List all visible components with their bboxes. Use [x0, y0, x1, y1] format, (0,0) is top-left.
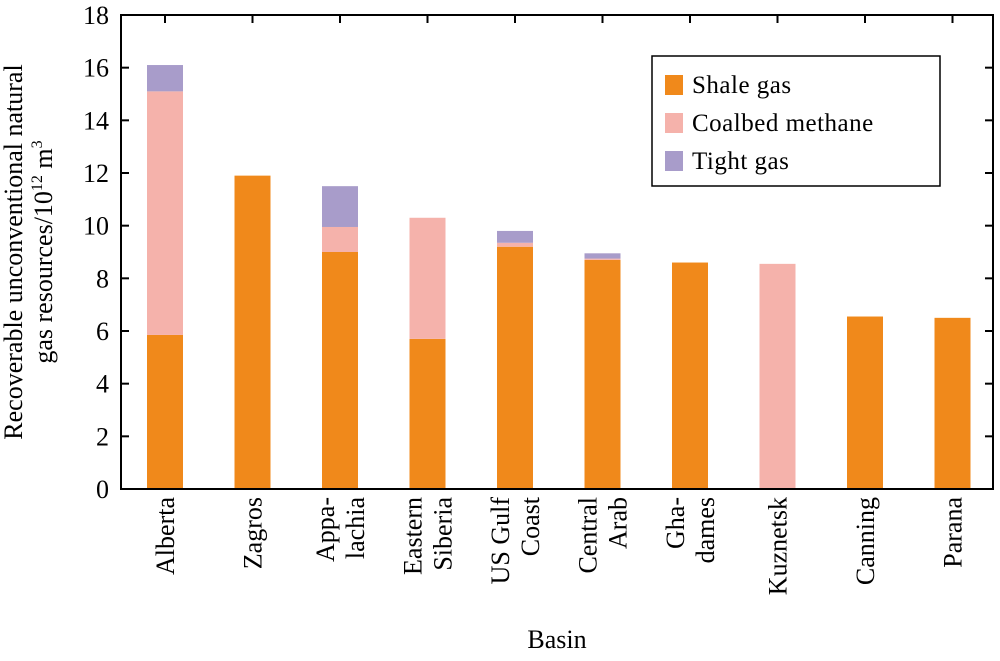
bar-alberta-shale-gas [147, 334, 183, 489]
y-axis-title-unit-exponent: 3 [29, 140, 46, 148]
legend-swatch-tight-gas [665, 151, 683, 171]
legend-label-tight-gas: Tight gas [692, 148, 789, 175]
x-category-label-central-arab-line1: Central [574, 497, 603, 574]
x-category-label-central-arab-line2: Arab [604, 497, 633, 549]
bar-us-gulf-coast-tight-gas [497, 230, 533, 243]
x-category-label-eastern-siberia-line2: Siberia [429, 497, 458, 571]
legend-label-coalbed-methane: Coalbed methane [692, 110, 874, 137]
x-category-label-us-gulf-coast-line1: US Gulf [486, 497, 515, 585]
y-axis-title-line2: gas resources/1012 m3 [29, 140, 58, 363]
x-category-label-appa-lachia-line2: lachia [341, 497, 370, 560]
y-axis-title-line1: Recoverable unconventional natural [0, 64, 28, 439]
bar-zagros-shale-gas [234, 175, 271, 489]
y-tick-label: 10 [83, 212, 109, 241]
bar-canning-shale-gas [847, 316, 883, 489]
bar-eastern-siberia-shale-gas [409, 338, 446, 489]
y-tick-label: 18 [83, 1, 109, 30]
y-tick-label: 6 [96, 317, 109, 346]
plot-frame [120, 14, 994, 490]
axes-layer [120, 14, 994, 490]
x-category-label-zagros-line1: Zagros [239, 497, 268, 569]
bar-kuznetsk-coalbed-methane [759, 263, 796, 489]
bar-central-arab-coalbed-methane [584, 258, 621, 260]
x-axis-category-labels: Alberta Zagros Appa-lachia Eastern Siberia US… [151, 15, 968, 595]
bar-us-gulf-coast-coalbed-methane [497, 242, 533, 247]
y-axis-title-prefix: gas resources/10 [29, 191, 58, 364]
y-tick-label: 0 [96, 475, 109, 504]
bar-appa-lachia-coalbed-methane [322, 226, 358, 252]
x-category-label-parana-line1: Parana [939, 497, 968, 568]
y-tick-label: 4 [96, 370, 109, 399]
legend: Shale gas Coalbed methane Tight gas [651, 55, 941, 187]
y-tick-label: 2 [96, 422, 109, 451]
y-axis-ticks: 0 2 4 6 8 10 12 14 16 18 [83, 1, 993, 504]
bar-central-arab-tight-gas [584, 253, 621, 259]
legend-swatch-coalbed-methane [665, 113, 683, 133]
x-category-label-appa-lachia-line1: Appa- [311, 497, 340, 562]
x-category-label-alberta-line1: Alberta [151, 497, 180, 575]
x-axis-title: Basin [527, 625, 586, 654]
x-category-label-kuznetsk-line1: Kuznetsk [764, 497, 793, 595]
bar-eastern-siberia-coalbed-methane [409, 217, 446, 339]
legend-label-shale-gas: Shale gas [692, 72, 792, 99]
y-tick-label: 8 [96, 264, 109, 293]
x-category-label-gha-dames-line1: Gha- [661, 497, 690, 549]
y-axis-title-unit: m [29, 148, 58, 175]
bar-central-arab-shale-gas [584, 259, 621, 489]
legend-swatch-shale-gas [665, 75, 683, 95]
bar-us-gulf-coast-shale-gas [497, 246, 533, 489]
y-tick-label: 12 [83, 159, 109, 188]
legend-box [651, 55, 941, 187]
x-category-label-gha-dames-line2: dames [691, 497, 720, 563]
x-category-label-eastern-siberia-line1: Eastern [399, 497, 428, 575]
bar-parana-shale-gas [934, 317, 971, 489]
y-tick-label: 16 [83, 54, 109, 83]
bars-layer [147, 65, 971, 489]
bar-appa-lachia-shale-gas [322, 252, 358, 489]
bar-alberta-coalbed-methane [147, 91, 183, 335]
y-tick-label: 14 [83, 106, 109, 135]
x-category-label-us-gulf-coast-line2: Coast [516, 496, 545, 556]
bar-gha-dames-shale-gas [672, 262, 708, 489]
x-category-label-canning-line1: Canning [851, 497, 880, 585]
bar-appa-lachia-tight-gas [322, 186, 358, 227]
bar-alberta-tight-gas [147, 65, 183, 92]
y-axis-title-exponent: 12 [29, 175, 46, 191]
